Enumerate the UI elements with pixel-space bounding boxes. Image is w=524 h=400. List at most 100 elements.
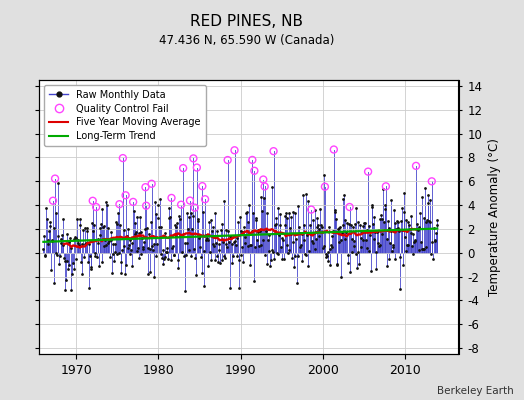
Point	[385, 224, 393, 231]
Point	[191, 204, 199, 211]
Point	[316, 222, 325, 228]
Point	[280, 256, 288, 262]
Point	[246, 242, 255, 248]
Point	[414, 224, 423, 230]
Point	[205, 248, 214, 255]
Point	[293, 253, 302, 259]
Point	[299, 192, 307, 198]
Point	[367, 204, 376, 210]
Point	[84, 241, 93, 248]
Point	[91, 252, 100, 259]
Point	[208, 228, 216, 234]
Point	[305, 248, 313, 254]
Point	[164, 256, 172, 262]
Point	[64, 239, 73, 246]
Point	[406, 226, 414, 232]
Point	[418, 194, 427, 200]
Point	[399, 262, 407, 268]
Point	[248, 157, 257, 163]
Point	[372, 266, 380, 272]
Point	[205, 218, 213, 225]
Point	[302, 191, 311, 197]
Point	[181, 240, 189, 246]
Point	[361, 220, 369, 226]
Point	[180, 253, 188, 260]
Point	[171, 232, 180, 239]
Point	[410, 236, 419, 243]
Point	[192, 272, 200, 278]
Point	[384, 218, 392, 224]
Point	[107, 237, 115, 244]
Point	[318, 224, 326, 230]
Point	[257, 194, 266, 200]
Point	[281, 222, 289, 228]
Point	[329, 228, 337, 234]
Point	[338, 230, 346, 237]
Point	[154, 215, 162, 221]
Point	[232, 242, 240, 248]
Point	[136, 229, 145, 236]
Point	[252, 217, 260, 224]
Point	[352, 251, 360, 258]
Point	[370, 214, 378, 220]
Point	[407, 230, 416, 236]
Point	[127, 240, 136, 246]
Point	[75, 241, 83, 248]
Point	[334, 226, 342, 232]
Point	[419, 215, 428, 222]
Point	[432, 230, 440, 236]
Point	[214, 241, 223, 247]
Point	[432, 222, 441, 228]
Point	[47, 267, 55, 273]
Point	[374, 239, 383, 246]
Point	[263, 210, 271, 216]
Point	[236, 252, 245, 258]
Point	[184, 246, 193, 253]
Point	[227, 241, 236, 248]
Point	[200, 248, 208, 254]
Point	[195, 243, 204, 250]
Point	[108, 270, 116, 276]
Point	[401, 247, 410, 254]
Point	[278, 255, 287, 262]
Point	[196, 254, 205, 260]
Point	[422, 219, 431, 225]
Point	[176, 216, 184, 222]
Point	[167, 195, 176, 201]
Point	[105, 238, 113, 244]
Point	[293, 280, 301, 286]
Point	[129, 199, 137, 205]
Point	[273, 249, 281, 256]
Point	[233, 252, 242, 259]
Point	[48, 238, 57, 244]
Point	[380, 202, 389, 208]
Point	[188, 226, 196, 232]
Point	[242, 209, 250, 216]
Point	[249, 278, 258, 284]
Point	[78, 270, 86, 277]
Point	[158, 255, 166, 261]
Point	[301, 250, 309, 257]
Point	[224, 228, 233, 234]
Point	[265, 232, 274, 239]
Point	[189, 213, 197, 219]
Point	[328, 244, 336, 250]
Point	[279, 237, 287, 243]
Point	[110, 258, 118, 264]
Point	[398, 205, 407, 211]
Point	[87, 266, 95, 272]
Point	[321, 184, 329, 190]
Point	[408, 231, 417, 237]
Point	[203, 235, 211, 242]
Point	[421, 185, 429, 191]
Point	[151, 199, 159, 205]
Point	[291, 210, 300, 216]
Point	[234, 257, 243, 264]
Point	[227, 234, 235, 240]
Point	[343, 220, 351, 226]
Point	[310, 230, 318, 236]
Point	[348, 235, 356, 242]
Point	[381, 183, 390, 190]
Point	[135, 255, 144, 261]
Point	[350, 238, 358, 244]
